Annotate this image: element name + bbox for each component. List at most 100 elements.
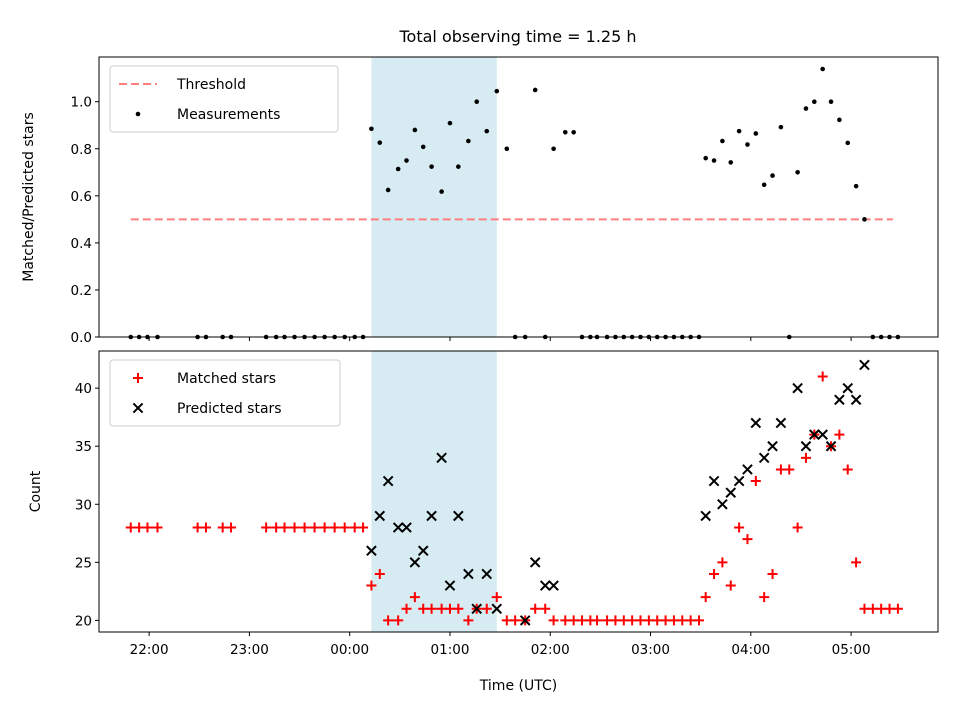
data-point xyxy=(299,522,310,533)
x-tick-label: 01:00 xyxy=(431,642,470,658)
data-point xyxy=(385,187,391,193)
data-point xyxy=(551,146,556,152)
legend: Matched stars Predicted stars xyxy=(109,359,341,427)
data-point xyxy=(767,568,778,579)
data-point xyxy=(217,522,228,533)
data-point xyxy=(481,603,492,614)
data-point xyxy=(635,615,646,626)
data-point xyxy=(366,580,377,591)
data-point xyxy=(463,568,474,580)
data-point xyxy=(711,158,717,163)
data-point xyxy=(845,140,851,146)
y-tick-label: 25 xyxy=(75,555,92,571)
data-point xyxy=(809,429,820,440)
y-tick-label: 0.6 xyxy=(71,189,92,205)
legend: Threshold Measurements xyxy=(109,65,339,133)
data-point xyxy=(803,106,809,111)
data-point xyxy=(562,129,568,135)
data-point xyxy=(720,138,725,144)
data-point xyxy=(812,99,817,105)
top-panel: 0.0 0.2 0.4 0.6 0.8 1.0 Matched/Predicted star… xyxy=(21,56,939,346)
data-point xyxy=(420,144,426,150)
data-point xyxy=(859,603,870,614)
data-point xyxy=(867,603,878,614)
data-point xyxy=(725,580,736,591)
legend-swatch xyxy=(135,111,141,117)
data-point xyxy=(548,580,559,591)
data-point xyxy=(192,522,203,533)
legend-label: Matched stars xyxy=(177,371,276,387)
data-point xyxy=(862,217,867,222)
data-point xyxy=(491,592,502,603)
series-measurements xyxy=(128,66,901,340)
data-point xyxy=(426,603,437,614)
data-point xyxy=(876,603,887,614)
legend-label: Predicted stars xyxy=(177,401,282,417)
data-point xyxy=(736,128,742,134)
data-point xyxy=(125,522,136,533)
data-point xyxy=(728,160,734,165)
x-tick-label: 04:00 xyxy=(731,642,770,658)
data-point xyxy=(289,522,300,533)
data-point xyxy=(660,615,671,626)
data-point xyxy=(884,603,895,614)
data-point xyxy=(200,522,211,533)
data-point xyxy=(436,452,447,464)
data-point xyxy=(530,603,541,614)
data-point xyxy=(456,164,461,169)
data-point xyxy=(474,99,480,105)
series-predicted-stars xyxy=(366,359,870,626)
data-point xyxy=(401,603,412,614)
data-point xyxy=(778,124,784,130)
data-point xyxy=(369,126,374,132)
data-point xyxy=(374,568,385,579)
data-point xyxy=(426,510,437,522)
data-point xyxy=(668,615,679,626)
data-point xyxy=(539,580,551,591)
data-point xyxy=(377,140,383,145)
data-point xyxy=(708,475,720,487)
data-point xyxy=(759,592,770,603)
data-point xyxy=(568,615,579,626)
data-point xyxy=(834,429,845,440)
bottom-panel: 20 25 30 35 40 22:00 23:00 00:00 01:00 02:00 03:00… xyxy=(28,350,939,694)
data-point xyxy=(560,615,571,626)
data-point xyxy=(834,394,845,406)
x-tick-label: 23:00 xyxy=(230,642,269,658)
data-point xyxy=(700,592,711,603)
data-point xyxy=(510,615,521,626)
data-point xyxy=(643,615,654,626)
data-point xyxy=(758,452,770,464)
data-point xyxy=(463,615,474,626)
data-point xyxy=(742,464,753,475)
data-point xyxy=(775,417,787,429)
data-point xyxy=(767,440,778,452)
legend-label: Threshold xyxy=(176,77,246,93)
data-point xyxy=(395,166,401,172)
data-point xyxy=(602,615,613,626)
data-point xyxy=(677,615,688,626)
x-tick-label: 02:00 xyxy=(531,642,570,658)
data-point xyxy=(850,394,862,406)
chart-title: Total observing time = 1.25 h xyxy=(398,27,636,46)
x-tick-label: 22:00 xyxy=(130,642,169,658)
data-point xyxy=(828,99,834,105)
legend-swatch xyxy=(132,402,144,414)
y-tick-label: 40 xyxy=(75,381,92,397)
data-point xyxy=(817,371,828,382)
data-point xyxy=(453,510,464,522)
axes-frame xyxy=(98,56,939,338)
data-point xyxy=(453,603,464,614)
y-tick-label: 1.0 xyxy=(71,95,92,111)
data-point xyxy=(412,127,418,133)
data-point xyxy=(319,522,330,533)
data-point xyxy=(548,615,559,626)
data-point xyxy=(444,580,456,591)
data-point xyxy=(501,615,512,626)
data-point xyxy=(418,603,429,614)
data-point xyxy=(800,440,812,452)
data-point xyxy=(466,138,471,144)
data-point xyxy=(271,522,282,533)
data-point xyxy=(770,173,775,178)
